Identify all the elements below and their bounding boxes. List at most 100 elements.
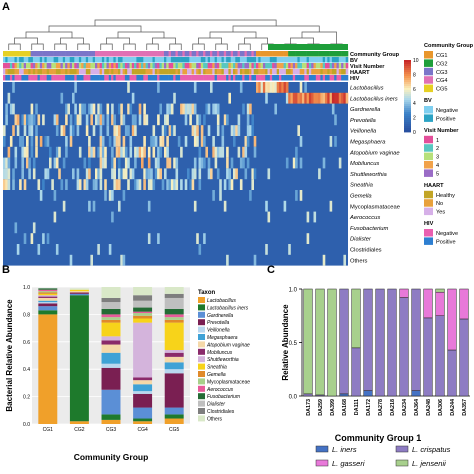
legend-swatch: [395, 445, 409, 453]
heatmap-cell: [65, 103, 68, 115]
bar-segment: [423, 317, 433, 397]
bar-segment: [38, 310, 58, 315]
annotation-cell: [143, 69, 146, 75]
annotation-cell: [19, 75, 22, 81]
legend-title: Community Group: [424, 43, 474, 49]
annotation-cell: [108, 57, 112, 63]
annotation-cell: [237, 51, 241, 57]
colorbar-segment: [404, 108, 411, 111]
heatmap-cell: [49, 146, 52, 158]
annotation-cell: [306, 57, 310, 63]
annotation-cell: [258, 75, 261, 81]
annotation-cell: [19, 63, 22, 69]
legend-label: L. iners: [332, 445, 357, 454]
legend-swatch: [198, 334, 205, 340]
bar-segment: [411, 288, 421, 391]
annotation-cell: [108, 69, 112, 75]
annotation-cell: [269, 51, 273, 57]
annotation-cell: [26, 75, 29, 81]
bar-segment: [447, 288, 457, 351]
annotation-cell: [159, 51, 162, 57]
annotation-cell: [69, 51, 73, 57]
heatmap-cell: [46, 136, 50, 147]
dendrogram-branch: [8, 43, 21, 50]
heatmap-cell: [168, 157, 172, 169]
annotation-cell: [223, 69, 227, 75]
legend-swatch: [315, 459, 329, 467]
annotation-cell: [42, 57, 45, 63]
annotation-cell: [67, 75, 70, 81]
y-tick-label: 0.6: [23, 340, 30, 346]
heatmap-cell: [249, 190, 252, 201]
annotation-cell: [76, 75, 80, 81]
heatmap-cell: [299, 190, 303, 201]
bar-segment: [38, 293, 58, 296]
annotation-cell: [191, 63, 195, 69]
annotation-cell: [327, 69, 330, 75]
annotation-cell: [58, 57, 61, 63]
annotation-cell: [16, 51, 20, 57]
heatmap-cell: [37, 114, 41, 126]
heatmap-cell: [134, 146, 137, 158]
bar-segment: [133, 287, 153, 296]
heatmap-cell: [145, 114, 149, 126]
annotation-cell: [205, 63, 208, 69]
heatmap-cell: [244, 168, 248, 180]
annotation-cell: [210, 51, 213, 57]
annotation-cell: [184, 69, 188, 75]
annotation-cell: [99, 69, 103, 75]
annotation-cell: [138, 69, 142, 75]
heatmap-cell: [166, 136, 169, 147]
bar-segment: [38, 303, 58, 307]
legend-swatch: [198, 341, 205, 348]
annotation-cell: [177, 51, 181, 57]
annotation-cell: [200, 75, 204, 81]
bar-segment: [38, 291, 58, 293]
annotation-cell: [170, 75, 174, 81]
bar-segment: [38, 300, 58, 303]
annotation-cell: [290, 51, 294, 57]
y-tick-label: 0.4: [23, 367, 30, 373]
legend-swatch: [198, 319, 205, 326]
heatmap-cell: [313, 92, 317, 104]
annotation-cell: [88, 69, 91, 75]
annotation-cell: [106, 69, 110, 75]
heatmap-cell: [3, 179, 6, 190]
heatmap-cell: [14, 114, 18, 126]
heatmap-cell: [90, 254, 93, 266]
annotation-cell: [193, 69, 197, 75]
annotation-cell: [16, 75, 20, 81]
annotation-cell: [131, 69, 135, 75]
heatmap-cell: [122, 168, 126, 180]
heatmap-cell: [46, 168, 50, 180]
annotation-cell: [306, 69, 310, 75]
annotation-cell: [115, 63, 119, 69]
heatmap-cell: [76, 125, 80, 136]
heatmap-cell: [216, 146, 220, 158]
annotation-cell: [138, 51, 142, 57]
annotation-cell: [253, 63, 257, 69]
heatmap-cell: [196, 136, 199, 147]
annotation-cell: [46, 69, 50, 75]
annotation-cell: [180, 63, 183, 69]
heatmap-cell: [14, 222, 18, 234]
heatmap-cell: [85, 168, 89, 180]
bar-segment: [375, 288, 385, 397]
annotation-cell: [306, 75, 310, 81]
annotation-cell: [210, 57, 213, 63]
annotation-cell: [60, 57, 64, 63]
annotation-cell: [164, 51, 167, 57]
annotation-cell: [9, 51, 13, 57]
heatmap-cell: [152, 125, 156, 136]
annotation-cell: [285, 63, 289, 69]
annotation-cell: [191, 75, 195, 81]
heatmap-cell: [58, 168, 61, 180]
heatmap-cell: [292, 157, 296, 169]
heatmap-cell: [318, 168, 321, 180]
heatmap-cell: [122, 114, 126, 126]
annotation-cell: [343, 75, 346, 81]
annotation-cell: [226, 69, 229, 75]
legend-label: Sneathia: [207, 365, 227, 371]
legend-label: L. crispatus: [412, 445, 451, 454]
heatmap-cell: [334, 114, 337, 126]
